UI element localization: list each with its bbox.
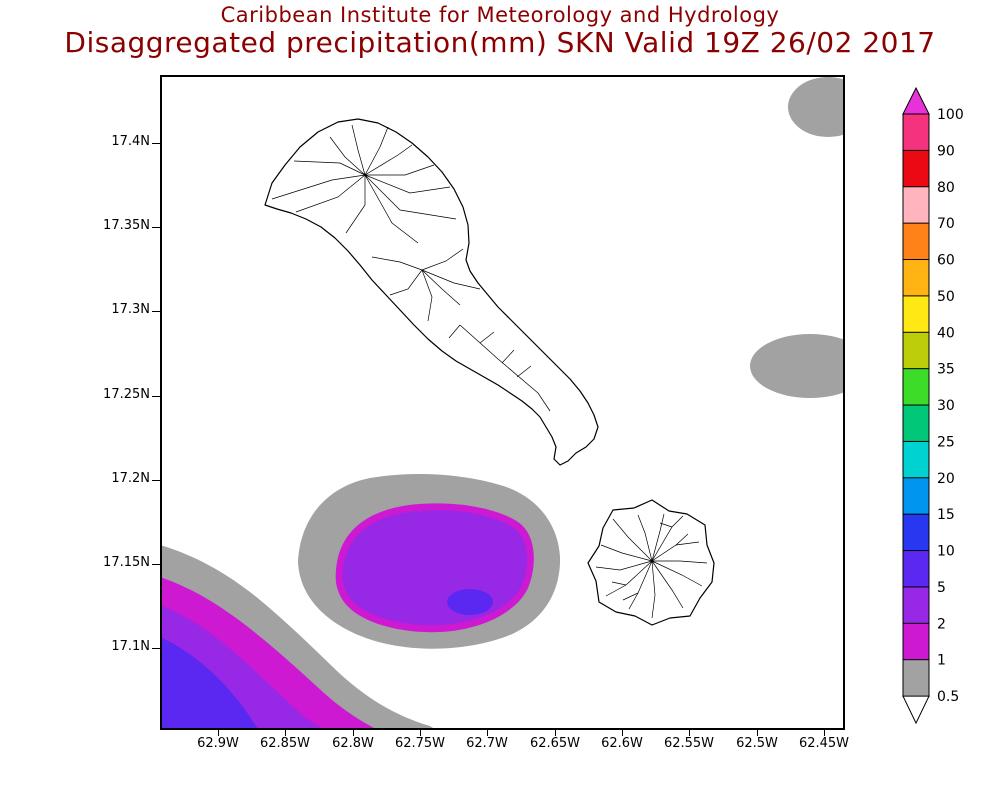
lon-axis-label: 62.85W <box>259 736 311 751</box>
lat-axis-label: 17.2N <box>111 471 150 486</box>
colorbar-value-label: 5 <box>937 580 946 596</box>
lon-tick <box>757 730 758 736</box>
colorbar-segment <box>902 113 930 152</box>
colorbar-value-label: 90 <box>937 143 955 159</box>
colorbar-value-label: 100 <box>937 107 964 123</box>
lon-axis-label: 62.65W <box>529 736 581 751</box>
colorbar-segment <box>902 186 930 225</box>
lat-tick <box>152 311 160 312</box>
colorbar-value-label: 25 <box>937 434 955 450</box>
lon-tick <box>353 730 354 736</box>
colorbar-value-label: 30 <box>937 398 955 414</box>
lon-tick <box>420 730 421 736</box>
colorbar-value-label: 2 <box>937 616 946 632</box>
colorbar-segment <box>902 440 930 479</box>
colorbar-value-label: 1 <box>937 653 946 669</box>
precip-northeast-gray <box>788 77 845 137</box>
lon-axis-label: 62.45W <box>798 736 850 751</box>
colorbar-segment <box>902 404 930 443</box>
lon-tick <box>285 730 286 736</box>
colorbar-segment <box>902 659 930 698</box>
colorbar: 100 90 80 70 60 50 40 35 30 25 20 15 10 5 2 1 0.5 <box>902 87 964 725</box>
colorbar-value-label: 80 <box>937 180 955 196</box>
colorbar-segment <box>902 513 930 552</box>
lat-tick <box>152 648 160 649</box>
lon-axis-label: 62.6W <box>601 736 643 751</box>
colorbar-value-label: 40 <box>937 325 955 341</box>
lon-axis-label: 62.8W <box>332 736 374 751</box>
colorbar-value-label: 15 <box>937 507 955 523</box>
colorbar-value-label: 60 <box>937 253 955 269</box>
lat-tick <box>152 143 160 144</box>
colorbar-segment <box>902 477 930 516</box>
colorbar-value-label: 35 <box>937 362 955 378</box>
lat-tick <box>152 564 160 565</box>
lon-tick <box>218 730 219 736</box>
institute-title: Caribbean Institute for Meteorology and … <box>220 3 780 27</box>
precip-east-gray <box>750 334 845 398</box>
lon-tick <box>689 730 690 736</box>
colorbar-segment <box>902 259 930 297</box>
stkitts-coastline <box>264 118 599 466</box>
lon-axis-label: 62.9W <box>197 736 239 751</box>
lat-axis-label: 17.1N <box>111 639 150 654</box>
nevis-drainage <box>595 513 708 619</box>
lat-tick <box>152 480 160 481</box>
precip-sw-violet <box>160 637 259 730</box>
colorbar-value-label: 10 <box>937 544 955 560</box>
colorbar-segment <box>902 368 930 407</box>
lon-tick <box>824 730 825 736</box>
colorbar-arrow-top <box>902 87 930 115</box>
colorbar-value-label: 20 <box>937 471 955 487</box>
colorbar-segment <box>902 586 930 625</box>
lon-tick <box>555 730 556 736</box>
map-frame <box>160 75 845 730</box>
stkitts-drainage <box>271 124 551 412</box>
colorbar-value-label: 0.5 <box>937 689 959 705</box>
precip-central-purple <box>342 510 528 626</box>
colorbar-value-label: 70 <box>937 216 955 232</box>
lat-tick <box>152 227 160 228</box>
lat-axis-label: 17.3N <box>111 302 150 317</box>
lon-axis-label: 62.75W <box>394 736 446 751</box>
colorbar-segment <box>902 550 930 588</box>
lon-tick <box>487 730 488 736</box>
lat-axis-label: 17.25N <box>103 387 150 402</box>
colorbar-segment <box>902 222 930 261</box>
lat-axis-label: 17.35N <box>103 218 150 233</box>
lon-axis-label: 62.5W <box>736 736 778 751</box>
colorbar-segment <box>902 149 930 188</box>
product-title: Disaggregated precipitation(mm) SKN Vali… <box>64 26 936 60</box>
colorbar-segment <box>902 622 930 661</box>
lat-axis-label: 17.15N <box>103 555 150 570</box>
lon-axis-label: 62.55W <box>663 736 715 751</box>
colorbar-segment <box>902 331 930 370</box>
lat-axis-label: 17.4N <box>111 134 150 149</box>
lat-tick <box>152 396 160 397</box>
title-block: Caribbean Institute for Meteorology and … <box>0 3 1000 59</box>
colorbar-value-label: 50 <box>937 289 955 305</box>
lon-axis-label: 62.7W <box>466 736 508 751</box>
lon-tick <box>622 730 623 736</box>
precip-central-violet <box>447 589 493 615</box>
map-canvas <box>160 75 845 730</box>
island-nevis <box>587 499 715 626</box>
colorbar-segment <box>902 295 930 334</box>
island-stkitts <box>264 118 599 466</box>
colorbar-arrow-bottom <box>902 695 930 725</box>
